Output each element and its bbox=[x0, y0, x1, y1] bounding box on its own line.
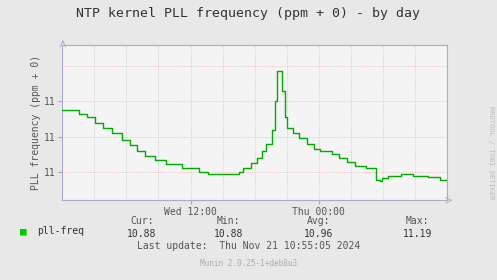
Text: ■: ■ bbox=[20, 226, 27, 236]
Text: 11.19: 11.19 bbox=[403, 228, 432, 239]
Text: Min:: Min: bbox=[217, 216, 241, 226]
Text: Cur:: Cur: bbox=[130, 216, 154, 226]
Text: pll-freq: pll-freq bbox=[37, 226, 84, 236]
Text: 10.88: 10.88 bbox=[127, 228, 157, 239]
Y-axis label: PLL frequency (ppm + 0): PLL frequency (ppm + 0) bbox=[31, 55, 41, 190]
Text: Avg:: Avg: bbox=[306, 216, 330, 226]
Text: RRDTOOL / TOBI OETIKER: RRDTOOL / TOBI OETIKER bbox=[488, 106, 494, 200]
Text: Max:: Max: bbox=[406, 216, 429, 226]
Text: Last update:  Thu Nov 21 10:55:05 2024: Last update: Thu Nov 21 10:55:05 2024 bbox=[137, 241, 360, 251]
Text: NTP kernel PLL frequency (ppm + 0) - by day: NTP kernel PLL frequency (ppm + 0) - by … bbox=[77, 7, 420, 20]
Text: 10.88: 10.88 bbox=[214, 228, 244, 239]
Text: 10.96: 10.96 bbox=[303, 228, 333, 239]
Text: Munin 2.0.25-1+deb8u3: Munin 2.0.25-1+deb8u3 bbox=[200, 259, 297, 268]
